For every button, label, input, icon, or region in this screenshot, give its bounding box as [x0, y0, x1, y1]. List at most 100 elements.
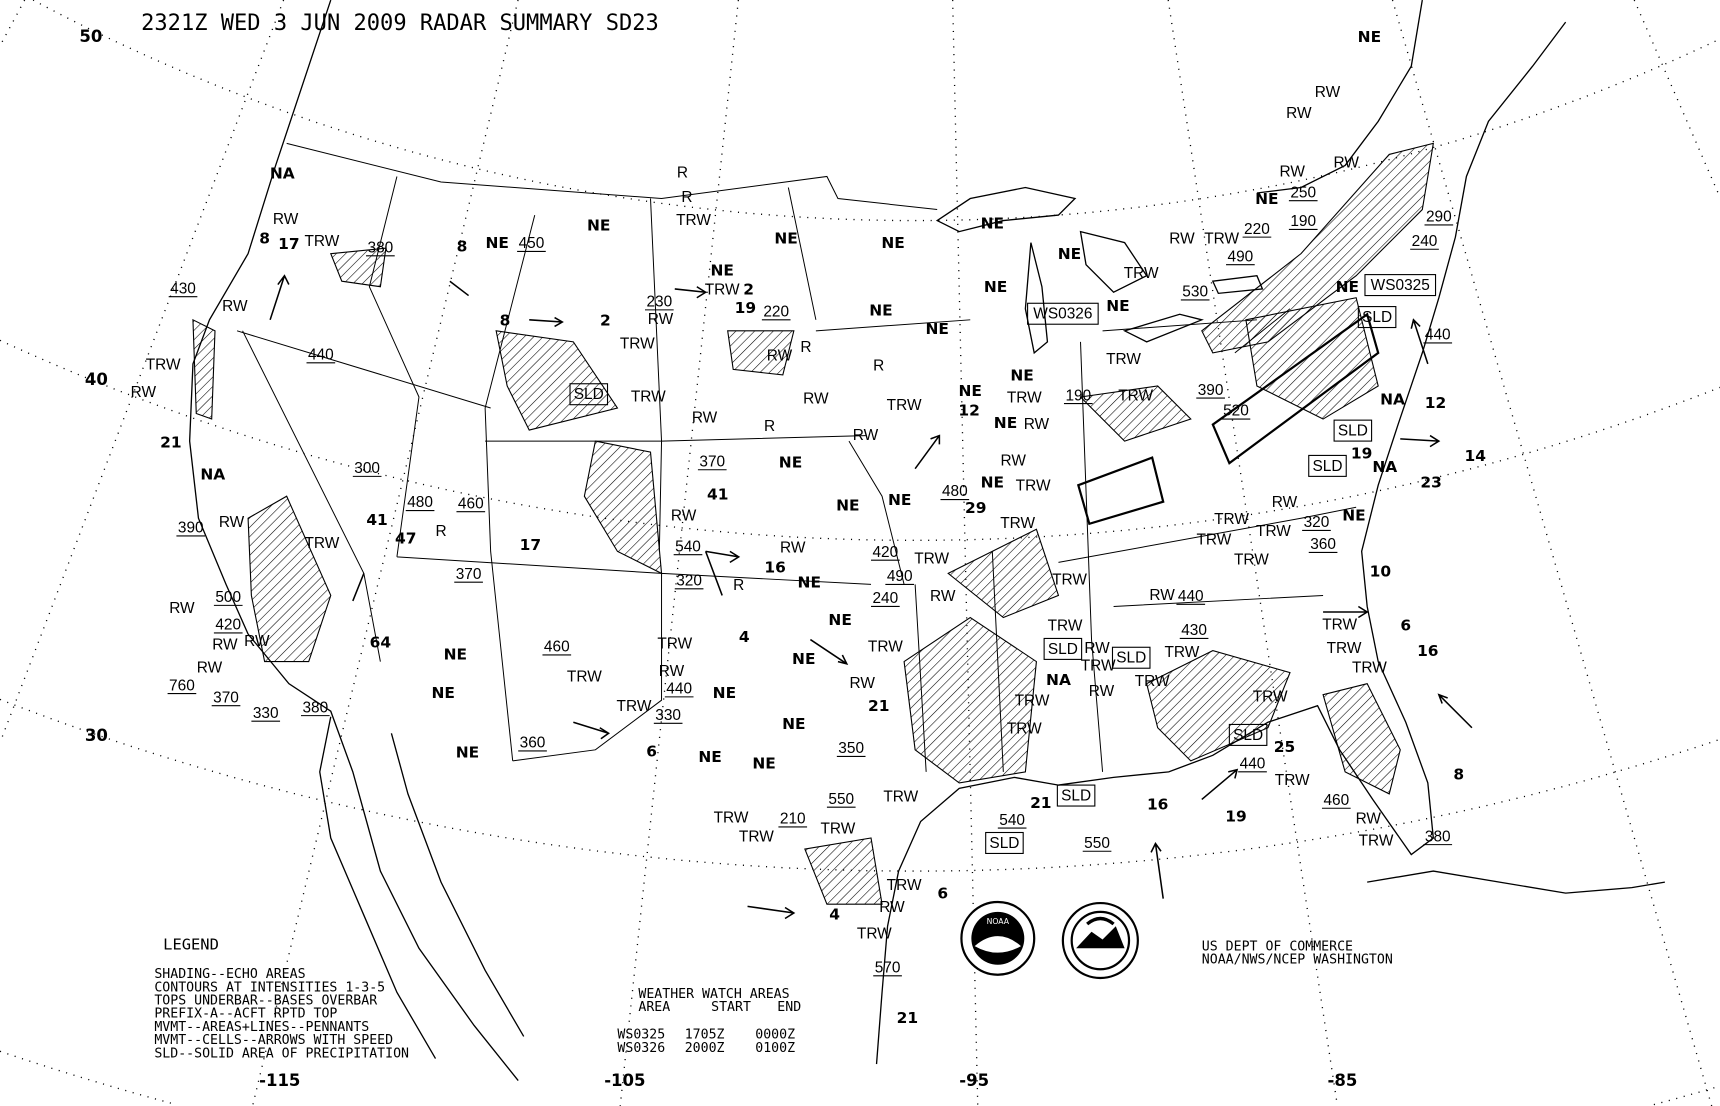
- speed-label: 47: [395, 530, 416, 548]
- echo-top-label: 330: [253, 705, 279, 722]
- watch-box-ws0325: [1211, 312, 1380, 465]
- rw-label: RW: [803, 391, 829, 408]
- trw-label: TRW: [821, 821, 856, 838]
- ne-label: NE: [1358, 28, 1381, 46]
- echo-top-label: 520: [1223, 403, 1249, 420]
- speed-label: 14: [1464, 447, 1486, 465]
- echo-area: [1245, 297, 1379, 420]
- echo-top-label: 370: [213, 689, 239, 706]
- trw-label: TRW: [1253, 688, 1288, 705]
- watch-box-label: WS0325: [1371, 277, 1430, 294]
- trw-label: TRW: [676, 212, 711, 229]
- rw-label: RW: [1315, 84, 1341, 101]
- sld-label: SLD: [1312, 458, 1342, 475]
- coastlines: [188, 0, 1665, 1081]
- speed-label: 21: [1030, 794, 1051, 812]
- trw-label: TRW: [1118, 387, 1153, 404]
- speed-label: 21: [160, 434, 181, 452]
- echo-top-label: 330: [655, 707, 681, 724]
- speed-label: 4: [829, 906, 840, 924]
- echo-top-label: 460: [1323, 792, 1349, 809]
- echo-area: [1201, 142, 1435, 354]
- sld-box: [1228, 723, 1268, 746]
- echo-top-label: 500: [215, 589, 241, 606]
- trw-label: TRW: [305, 535, 340, 552]
- r-label: R: [800, 339, 811, 356]
- echo-top-label: 250: [1290, 184, 1316, 201]
- echo-top-label: 350: [838, 740, 864, 757]
- sld-box: [1111, 646, 1151, 669]
- coastline-baja: [319, 716, 437, 1059]
- echo-top-label: 760: [169, 677, 195, 694]
- watch-box-ws0326: [1076, 456, 1165, 526]
- arrow-icon: [352, 280, 723, 602]
- ne-label: NE: [1106, 297, 1129, 315]
- ne-label: NE: [792, 650, 815, 668]
- echo-top-label: 210: [780, 811, 806, 828]
- arrow-icon: [573, 721, 611, 740]
- rw-label: RW: [1272, 494, 1298, 511]
- echo-top-label: 480: [942, 483, 968, 500]
- legend-line: MVMT--AREAS+LINES--PENNANTS: [154, 1020, 369, 1035]
- echo-top-label: 550: [1084, 835, 1110, 852]
- ne-label: NE: [881, 234, 904, 252]
- arrow-icon: [674, 286, 708, 299]
- rw-label: RW: [197, 660, 223, 677]
- arrow-icon: [1150, 842, 1164, 899]
- legend-line: MVMT--CELLS--ARROWS WITH SPEED: [154, 1033, 393, 1048]
- ne-label: NE: [713, 684, 736, 702]
- echo-top-label: 540: [999, 812, 1025, 829]
- sld-box: [1056, 784, 1096, 807]
- rw-label: RW: [1089, 683, 1115, 700]
- rw-label: RW: [1001, 452, 1027, 469]
- credit-line: US DEPT OF COMMERCE: [1202, 939, 1353, 954]
- ne-label: NE: [869, 301, 892, 319]
- rw-label: RW: [849, 675, 875, 692]
- speed-label: 23: [1420, 473, 1441, 491]
- echo-top-label: 440: [1425, 327, 1451, 344]
- speed-label: 12: [958, 402, 979, 420]
- r-label: R: [873, 358, 884, 375]
- legend-line: PREFIX-A--ACFT RPTD TOP: [154, 1007, 337, 1022]
- sld-label: SLD: [1233, 727, 1263, 744]
- rw-label: RW: [930, 588, 956, 605]
- trw-label: TRW: [1214, 511, 1249, 528]
- trw-label: TRW: [631, 388, 666, 405]
- echo-top-label: 240: [1412, 233, 1438, 250]
- speed-label: 64: [370, 633, 392, 651]
- trw-label: TRW: [657, 635, 692, 652]
- speed-label: 16: [764, 558, 785, 576]
- echo-area: [192, 318, 216, 420]
- speed-label: 16: [1147, 795, 1168, 813]
- rw-label: RW: [671, 507, 697, 524]
- echo-top-label: 460: [458, 495, 484, 512]
- na-label: NA: [1380, 391, 1405, 409]
- echo-top-label: 320: [676, 573, 702, 590]
- arrow-icon: [1437, 693, 1473, 729]
- rw-label: RW: [692, 409, 718, 426]
- rw-label: RW: [1149, 587, 1175, 604]
- speed-label: 21: [897, 1009, 918, 1027]
- echo-top-label: 440: [1240, 756, 1266, 773]
- echo-top-label: 490: [887, 568, 913, 585]
- speed-label: 12: [1425, 394, 1446, 412]
- legend-line: TOPS UNDERBAR--BASES OVERBAR: [154, 994, 377, 1009]
- echo-top-label: 380: [368, 240, 394, 257]
- great-lake-erie: [1122, 313, 1204, 343]
- lat-label: 30: [85, 726, 108, 745]
- echo-top-label: 190: [1065, 387, 1091, 404]
- ne-label: NE: [828, 611, 851, 629]
- trw-label: TRW: [1197, 532, 1232, 549]
- trw-label: TRW: [1081, 657, 1116, 674]
- echo-area: [727, 330, 795, 376]
- ne-label: NE: [752, 755, 775, 773]
- rw-label: RW: [131, 384, 157, 401]
- rw-label: RW: [1279, 163, 1305, 180]
- ne-label: NE: [959, 382, 982, 400]
- trw-label: TRW: [1275, 772, 1310, 789]
- echo-top-label: 240: [872, 590, 898, 607]
- rw-label: RW: [244, 633, 270, 650]
- rw-label: RW: [1024, 416, 1050, 433]
